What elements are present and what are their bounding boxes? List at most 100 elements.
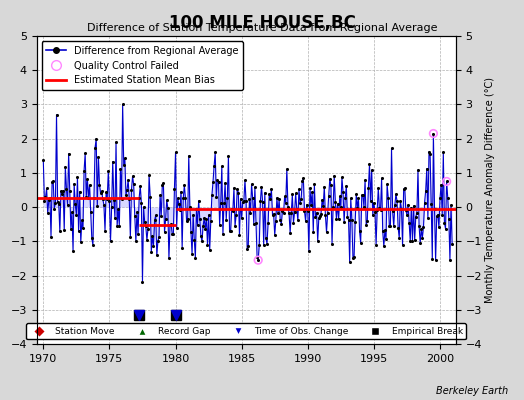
Point bbox=[127, 187, 136, 193]
Point bbox=[269, 210, 278, 217]
Point bbox=[81, 150, 90, 156]
Point bbox=[442, 178, 451, 185]
Point bbox=[116, 166, 125, 172]
Point bbox=[231, 223, 239, 229]
Point bbox=[312, 210, 321, 216]
Point bbox=[376, 207, 385, 214]
Point bbox=[48, 179, 56, 185]
Point bbox=[335, 193, 344, 200]
Point bbox=[90, 194, 98, 201]
Point bbox=[63, 201, 72, 208]
Point bbox=[58, 190, 66, 197]
Point bbox=[114, 206, 123, 212]
Point bbox=[265, 191, 274, 197]
Point bbox=[192, 206, 201, 212]
Point bbox=[340, 219, 348, 225]
Point bbox=[254, 257, 263, 263]
Point bbox=[80, 167, 88, 174]
Point bbox=[276, 217, 285, 223]
Point bbox=[278, 208, 287, 214]
Point bbox=[180, 182, 189, 189]
Point bbox=[302, 202, 311, 208]
Point bbox=[202, 216, 211, 222]
Point bbox=[382, 236, 390, 242]
Point bbox=[39, 157, 48, 163]
Point bbox=[54, 200, 63, 207]
Point bbox=[357, 192, 366, 198]
Point bbox=[137, 200, 146, 206]
Point bbox=[267, 186, 276, 192]
Point bbox=[313, 238, 322, 244]
Point bbox=[331, 198, 340, 205]
Point bbox=[66, 188, 74, 194]
Point bbox=[196, 232, 205, 239]
Point bbox=[104, 168, 113, 174]
Point bbox=[68, 209, 76, 215]
Point bbox=[310, 181, 319, 188]
Point bbox=[79, 225, 87, 232]
Point bbox=[303, 208, 312, 214]
Point bbox=[384, 194, 392, 201]
Point bbox=[287, 210, 296, 216]
Point bbox=[399, 186, 408, 192]
Point bbox=[130, 212, 139, 219]
Point bbox=[410, 237, 419, 244]
Point bbox=[415, 222, 423, 229]
Point bbox=[359, 192, 367, 199]
Point bbox=[436, 195, 444, 202]
Point bbox=[221, 180, 230, 186]
Point bbox=[89, 242, 97, 248]
Point bbox=[97, 188, 106, 194]
Point bbox=[108, 158, 117, 165]
Point bbox=[149, 243, 158, 249]
Point bbox=[277, 221, 286, 227]
Point bbox=[427, 200, 435, 207]
Point bbox=[426, 151, 434, 158]
Point bbox=[439, 149, 447, 156]
Point bbox=[41, 194, 50, 201]
Point bbox=[336, 204, 345, 210]
Point bbox=[88, 235, 96, 241]
Point bbox=[254, 257, 263, 263]
Point bbox=[74, 227, 83, 234]
Point bbox=[270, 232, 279, 238]
Point bbox=[306, 185, 314, 191]
Point bbox=[199, 223, 208, 229]
Point bbox=[441, 226, 450, 232]
Point bbox=[246, 210, 255, 216]
Point bbox=[299, 175, 308, 182]
Point bbox=[371, 208, 379, 215]
Point bbox=[416, 240, 424, 246]
Point bbox=[437, 181, 445, 188]
Point bbox=[344, 217, 353, 223]
Point bbox=[179, 195, 188, 202]
Point bbox=[424, 215, 432, 221]
Point bbox=[78, 217, 86, 224]
Point bbox=[208, 192, 216, 199]
Point bbox=[343, 214, 352, 220]
Point bbox=[107, 204, 116, 211]
Point bbox=[102, 189, 110, 196]
Point bbox=[69, 248, 77, 254]
Point bbox=[184, 152, 193, 159]
Point bbox=[135, 194, 144, 201]
Point bbox=[222, 216, 231, 223]
Point bbox=[253, 254, 261, 260]
Point bbox=[217, 163, 226, 170]
Point bbox=[123, 186, 131, 193]
Point bbox=[283, 203, 292, 210]
Point bbox=[57, 188, 65, 194]
Point bbox=[125, 196, 134, 202]
Point bbox=[411, 214, 420, 220]
Point bbox=[146, 194, 155, 200]
Point bbox=[260, 190, 269, 196]
Text: Difference of Station Temperature Data from Regional Average: Difference of Station Temperature Data f… bbox=[87, 23, 437, 33]
Point bbox=[291, 190, 300, 197]
Point bbox=[62, 185, 71, 192]
Point bbox=[289, 220, 298, 226]
Point bbox=[156, 192, 165, 198]
Point bbox=[431, 257, 440, 263]
Point bbox=[389, 223, 398, 230]
Point bbox=[347, 217, 356, 223]
Point bbox=[398, 242, 407, 248]
